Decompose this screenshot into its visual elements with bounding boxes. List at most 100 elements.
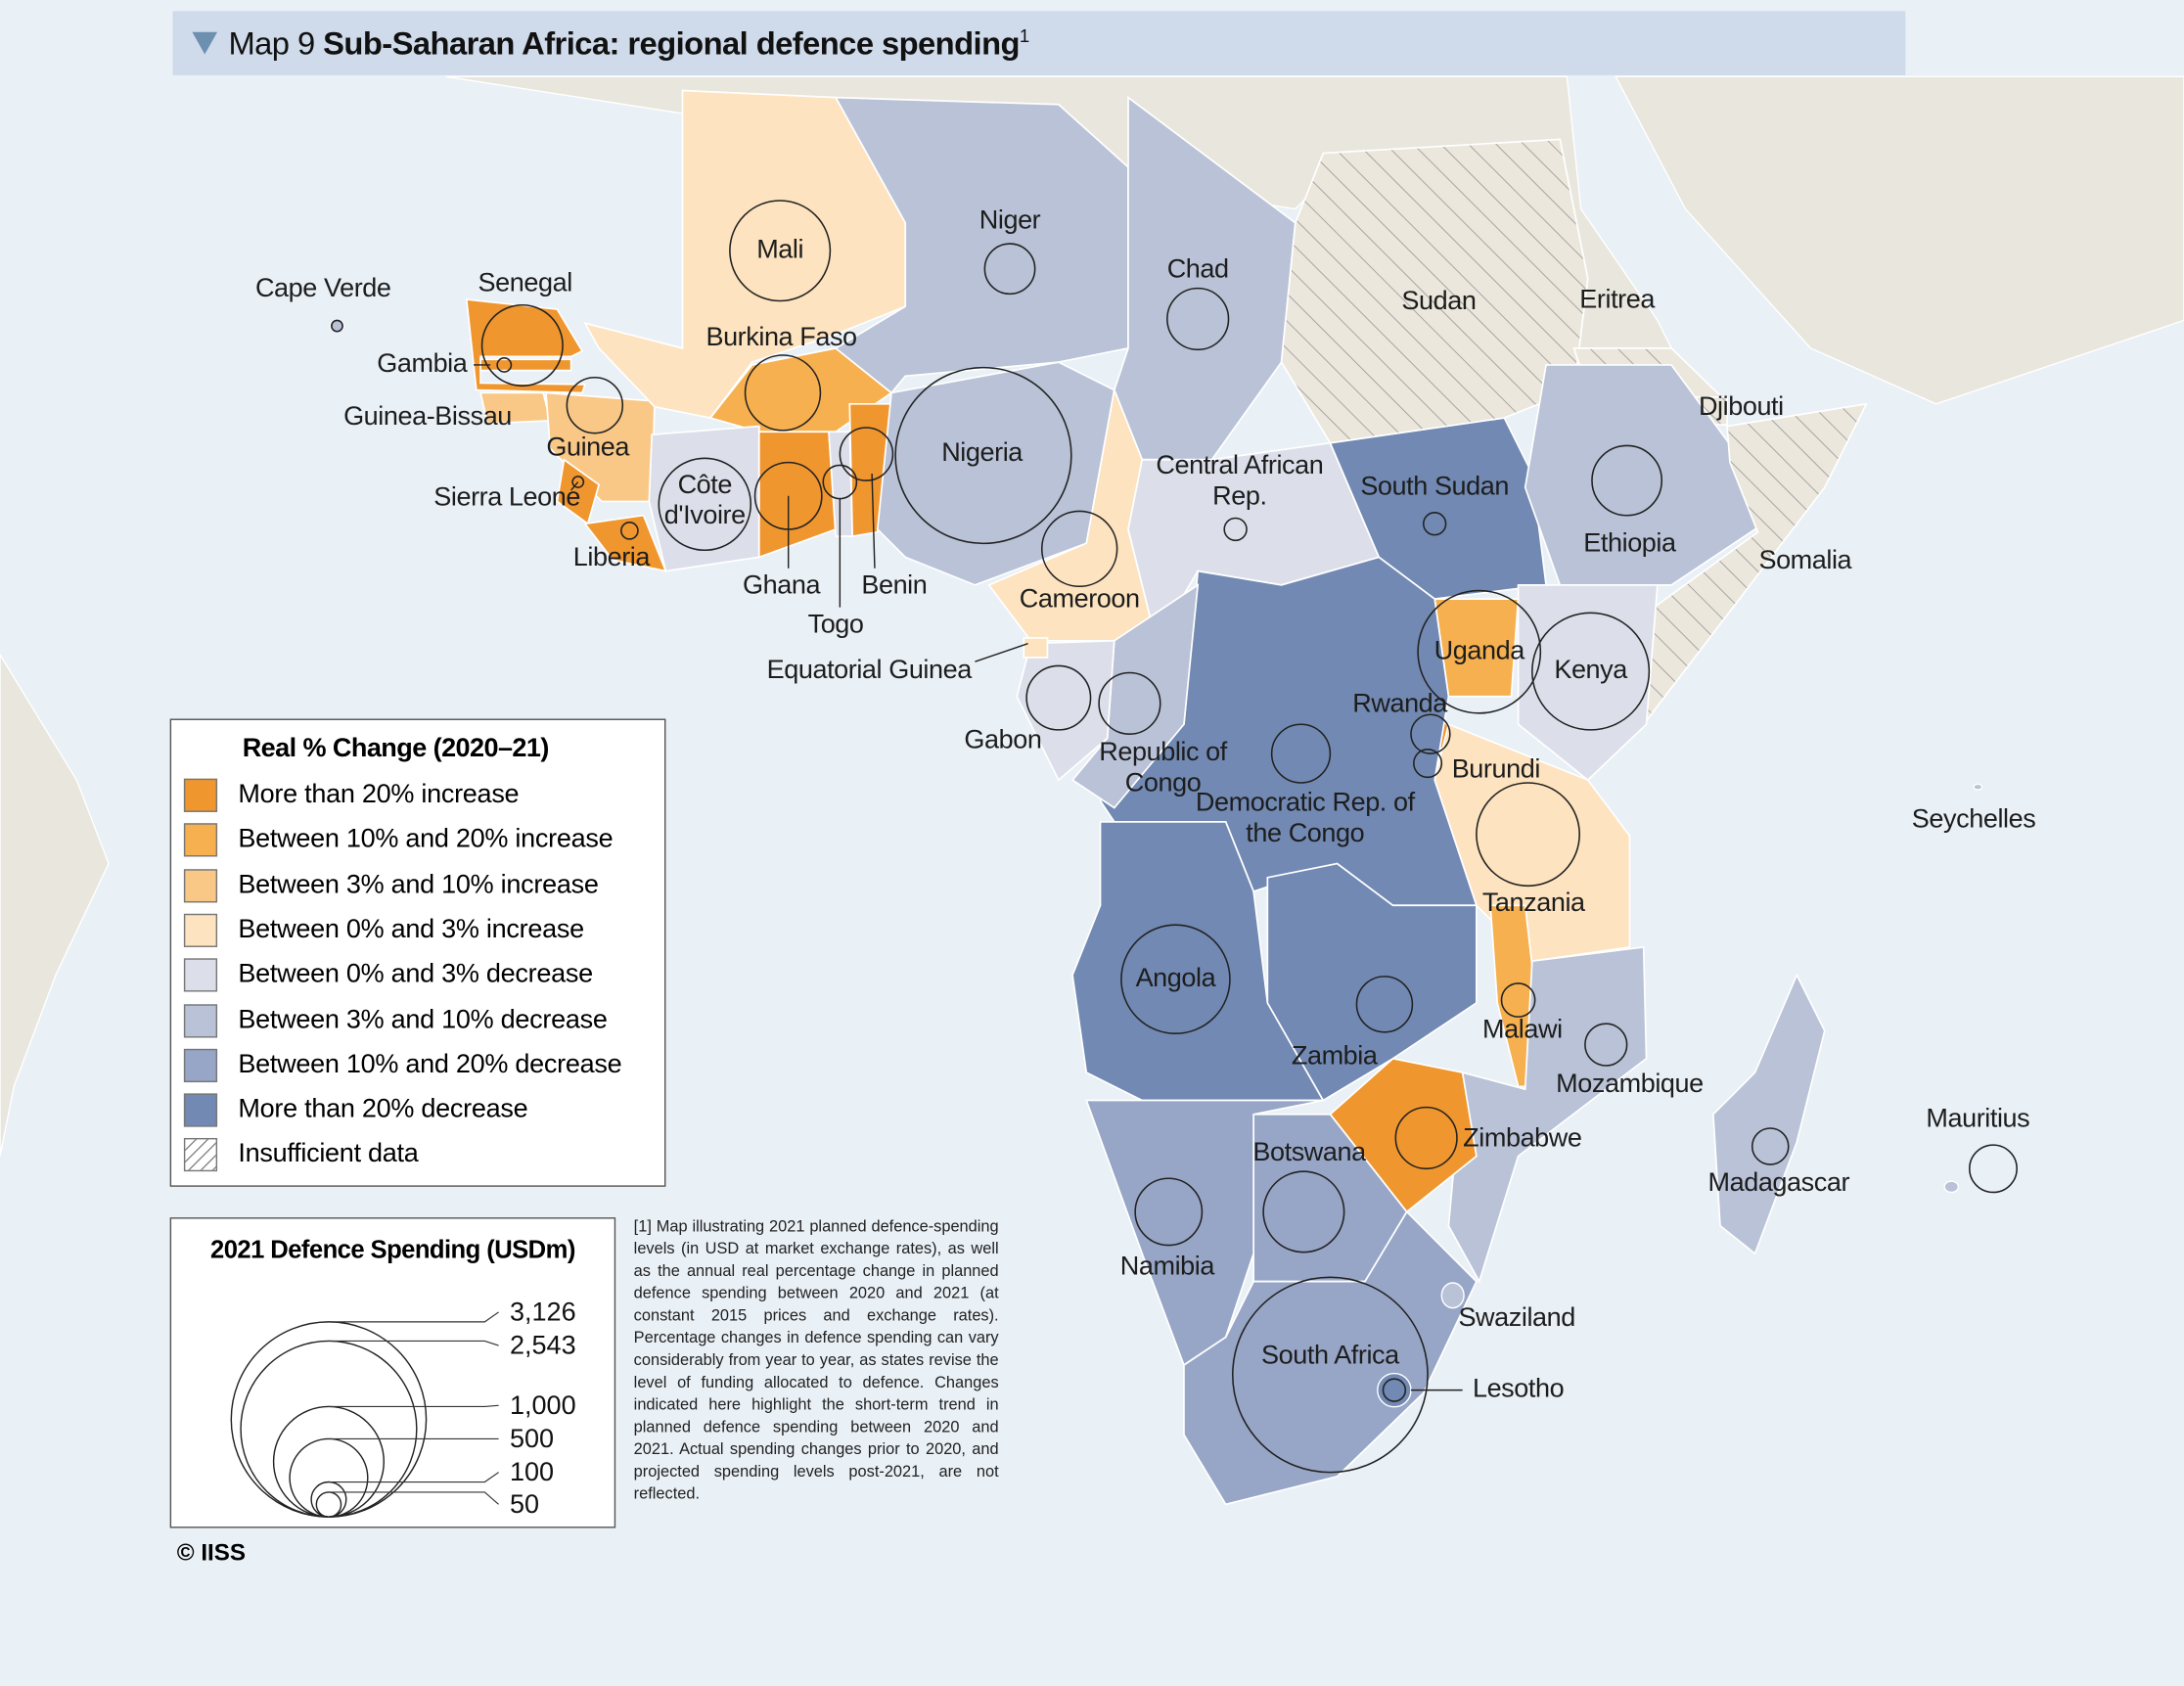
country-label: Equatorial Guinea: [766, 656, 973, 686]
legend-swatch: [183, 958, 218, 992]
legend-swatch: [183, 1003, 218, 1037]
spending-circle: [1223, 517, 1248, 542]
country-label: Mozambique: [1556, 1070, 1704, 1100]
country-label: Cape Verde: [254, 274, 391, 304]
country-label: Gabon: [964, 725, 1042, 755]
country-label: Burundi: [1451, 754, 1541, 785]
country-label: Benin: [861, 570, 928, 601]
south-america: [0, 653, 110, 1157]
country-label: Madagascar: [1707, 1168, 1850, 1199]
spending-circle: [1040, 510, 1118, 588]
spending-circle: [1394, 1106, 1458, 1170]
size-circle: [240, 1340, 418, 1518]
size-legend-title: 2021 Defence Spending (USDm): [210, 1235, 575, 1264]
legend-label: Between 10% and 20% increase: [238, 825, 614, 855]
country-label: Cameroon: [1019, 584, 1140, 615]
legend-swatch: [183, 778, 218, 812]
country-label: Democratic Rep. of the Congo: [1195, 788, 1415, 848]
size-leader: [328, 1404, 499, 1408]
legend-title: Real % Change (2020–21): [242, 734, 550, 764]
country-label: Togo: [807, 610, 864, 640]
country-label: Niger: [978, 205, 1041, 236]
legend-label: Between 0% and 3% decrease: [238, 960, 593, 989]
country-label: Namibia: [1119, 1252, 1215, 1282]
country-label: Senegal: [478, 268, 573, 298]
country-label: Rwanda: [1352, 689, 1447, 719]
footnote: [1] Map illustrating 2021 planned defenc…: [633, 1218, 999, 1503]
spending-circle: [1262, 1170, 1345, 1253]
country-label: Swaziland: [1458, 1303, 1575, 1334]
spending-circle: [1969, 1144, 2018, 1194]
copyright: © IISS: [176, 1538, 247, 1566]
country-label: Côte d'Ivoire: [663, 471, 746, 531]
legend-swatch: [183, 823, 218, 857]
size-leader: [328, 1491, 499, 1505]
country-label: Central African Rep.: [1156, 451, 1324, 512]
country-label: Chad: [1166, 254, 1229, 285]
title-text: Sub-Saharan Africa: regional defence spe…: [323, 24, 1020, 62]
spending-circle: [1591, 444, 1663, 517]
legend-label: Between 0% and 3% increase: [238, 915, 584, 944]
country-label: South Sudan: [1360, 472, 1510, 502]
legend-swatch: [183, 1048, 218, 1082]
country-label: Nigeria: [941, 438, 1023, 469]
size-label: 3,126: [510, 1297, 576, 1326]
spending-circle: [1531, 612, 1651, 731]
country: [1711, 973, 1826, 1255]
country-label: Tanzania: [1481, 889, 1585, 919]
country-label: Malawi: [1482, 1015, 1563, 1045]
country-label: Ghana: [743, 570, 821, 601]
country-label: Liberia: [572, 543, 651, 573]
legend: Real % Change (2020–21) More than 20% in…: [169, 718, 666, 1187]
country-label: Gambia: [377, 349, 468, 380]
spending-circle: [1500, 982, 1536, 1018]
country: [1440, 1282, 1465, 1309]
country: [1973, 783, 1983, 791]
arabia: [1615, 75, 2184, 405]
spending-circle: [983, 243, 1036, 296]
legend-label: Between 10% and 20% decrease: [238, 1050, 622, 1079]
country-label: Kenya: [1554, 656, 1627, 686]
country: [848, 402, 892, 538]
legend-label: More than 20% increase: [238, 780, 520, 810]
country-label: Botswana: [1252, 1137, 1366, 1167]
legend-swatch: [183, 913, 218, 947]
spending-circle: [1120, 924, 1231, 1034]
spending-circle: [658, 457, 752, 552]
country-label: Uganda: [1433, 636, 1525, 666]
size-legend-graphic: 3,126 2,543 1,000 500 100 50: [230, 1297, 576, 1519]
country: [1183, 1210, 1478, 1506]
legend-swatch: [183, 1093, 218, 1127]
spending-circle: [1584, 1023, 1628, 1067]
country-label: Mali: [756, 235, 804, 265]
size-leader: [328, 1472, 499, 1483]
size-circle: [310, 1481, 347, 1518]
spending-circle: [1231, 1276, 1429, 1474]
country-label: South Africa: [1261, 1341, 1399, 1371]
country-label: Mauritius: [1926, 1104, 2030, 1134]
size-label: 100: [510, 1457, 554, 1486]
spending-circle: [744, 354, 822, 432]
country-label: Djibouti: [1698, 392, 1784, 423]
country-label: Angola: [1135, 964, 1216, 993]
spending-circle: [1166, 287, 1230, 351]
country-label: Guinea: [546, 433, 630, 463]
leader-line: [975, 642, 1028, 662]
country-label: Zimbabwe: [1463, 1123, 1582, 1154]
size-circle: [230, 1321, 428, 1518]
spending-circle: [331, 319, 343, 333]
spending-circle: [894, 366, 1072, 545]
country-label: Lesotho: [1472, 1374, 1565, 1404]
legend-label: Between 3% and 10% decrease: [238, 1005, 608, 1034]
size-leader: [328, 1340, 499, 1346]
spending-circle: [1270, 723, 1332, 784]
size-label: 500: [510, 1424, 554, 1453]
title-prefix: Map 9: [228, 24, 315, 62]
legend-swatch: [183, 1138, 218, 1172]
country: [876, 361, 1115, 586]
legend-swatch: [183, 868, 218, 902]
size-circle: [289, 1437, 369, 1518]
size-label: 50: [510, 1489, 539, 1519]
